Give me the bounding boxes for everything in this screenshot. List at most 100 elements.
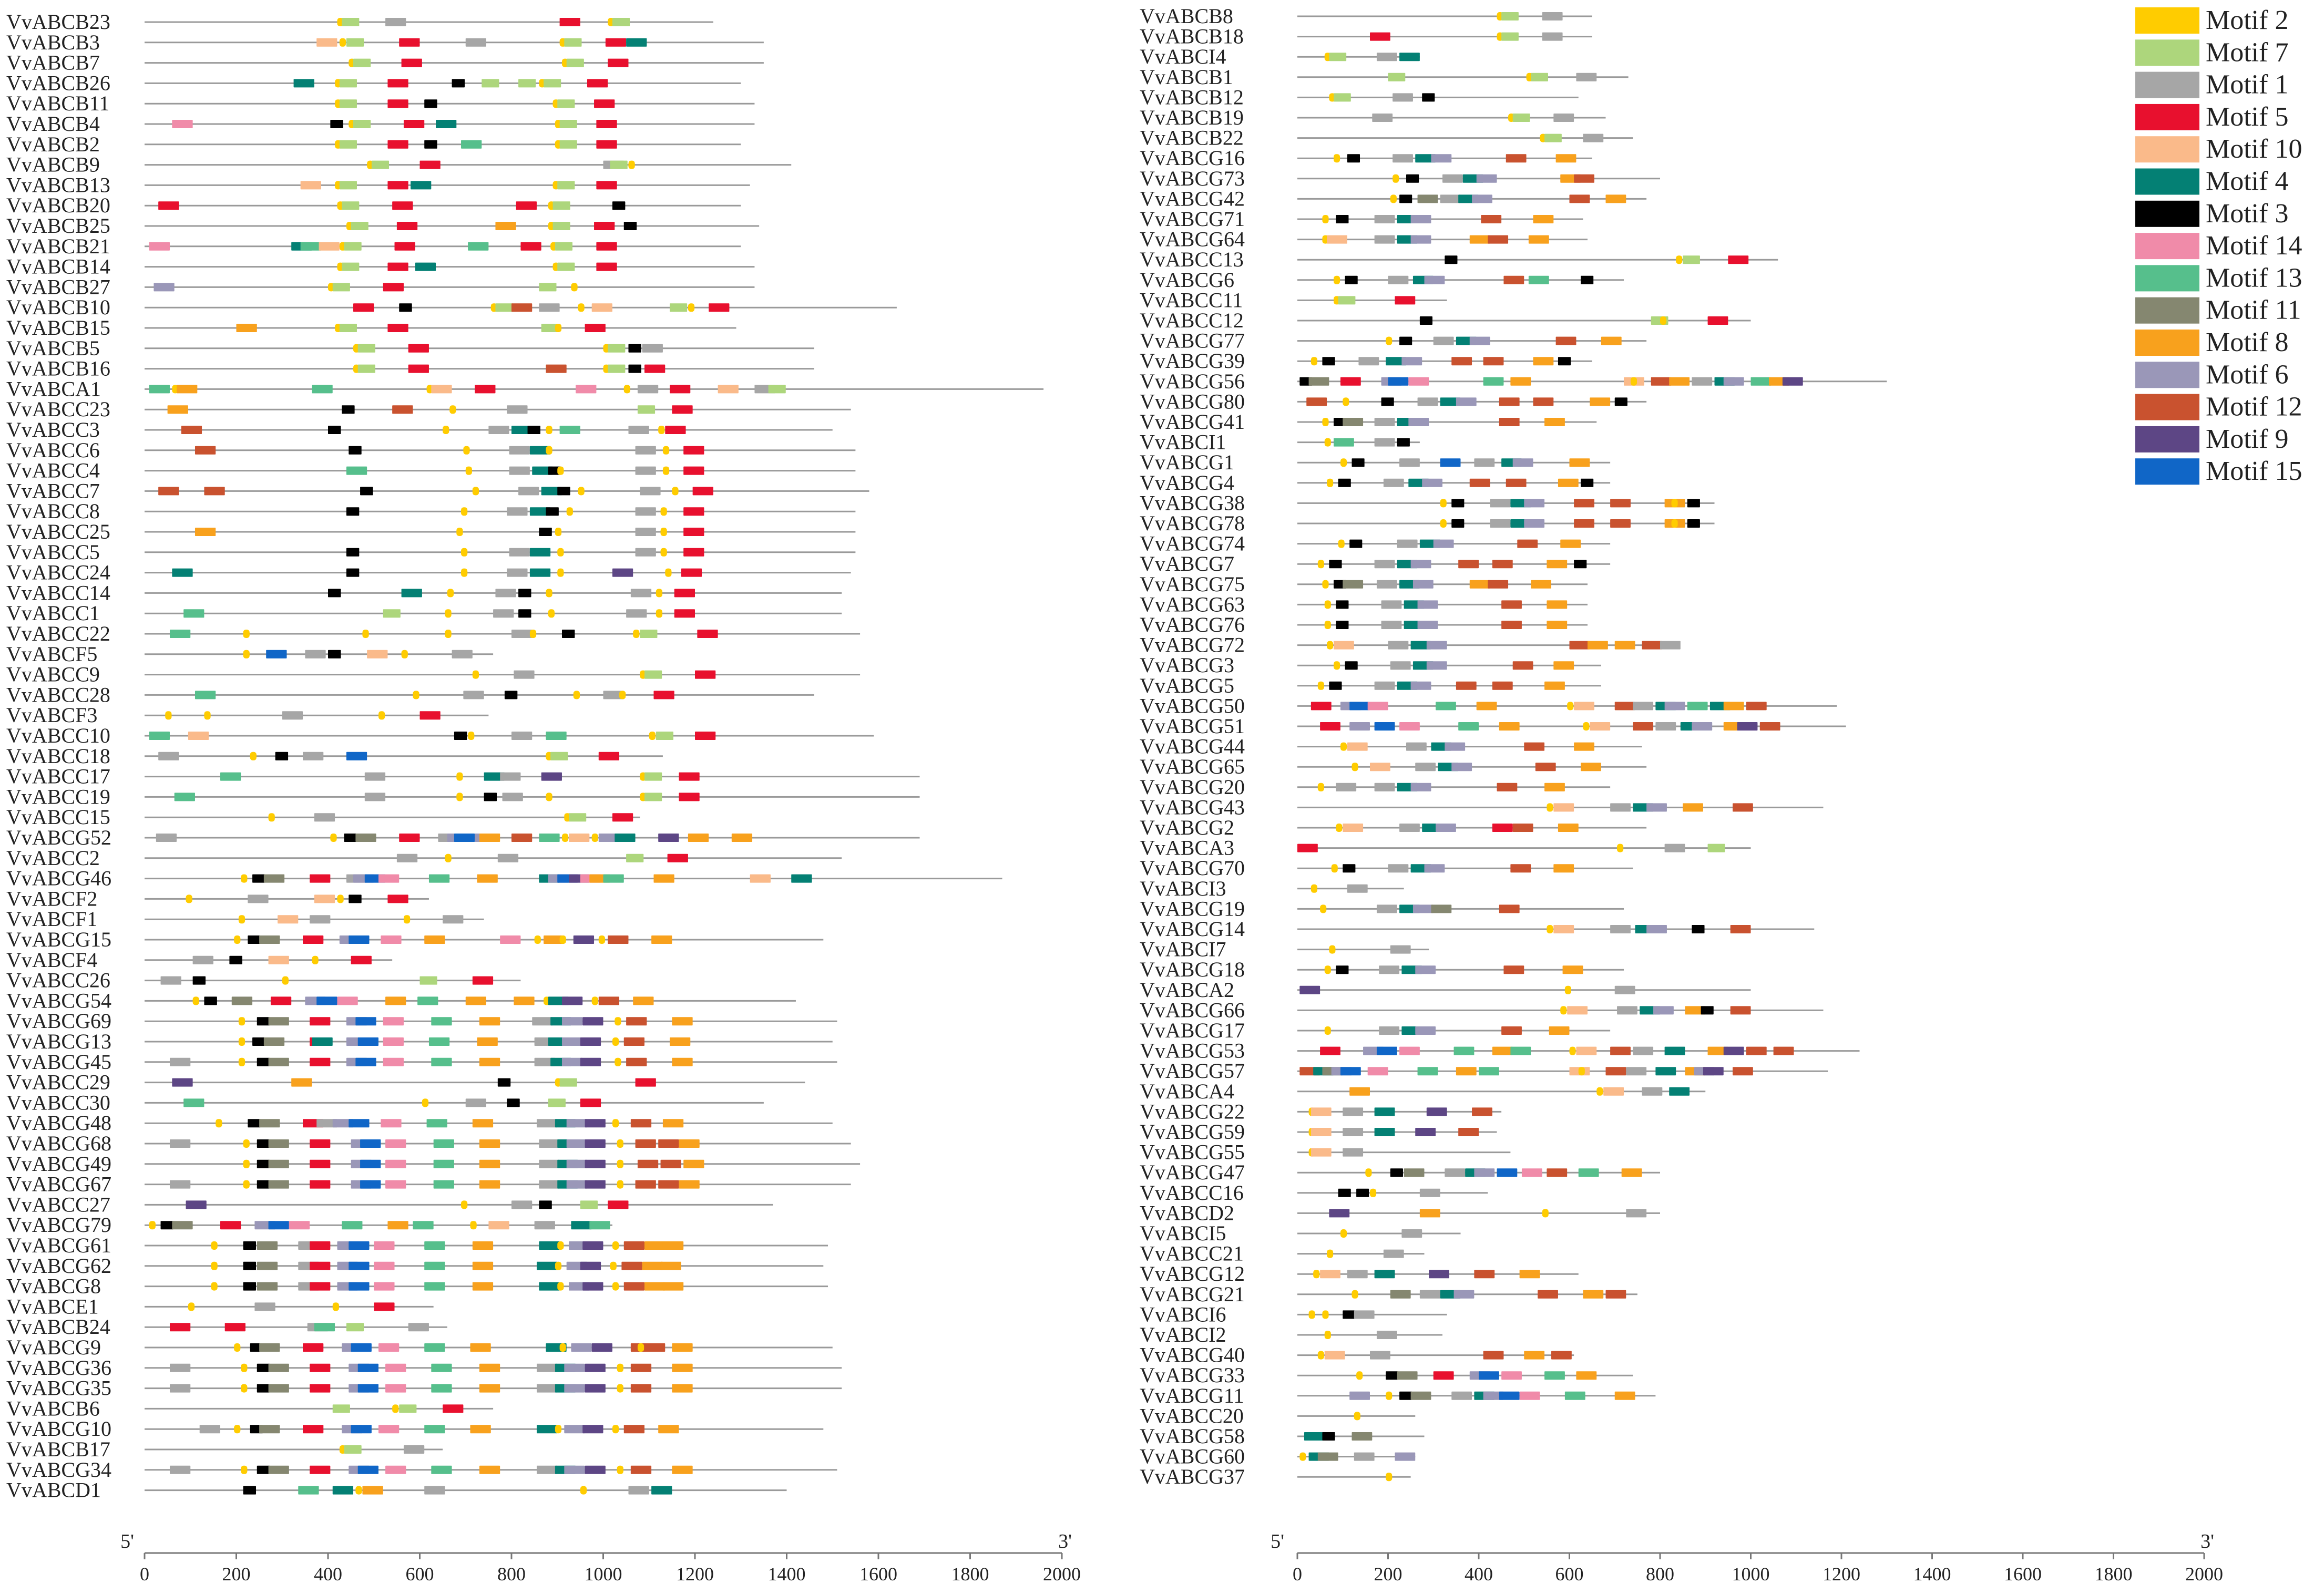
motif-9-box xyxy=(561,996,583,1005)
gene-label: VvABCC12 xyxy=(1140,308,1244,332)
motif-1-box xyxy=(1542,12,1563,20)
motif-4-box xyxy=(332,1486,353,1495)
gene-label: VvABCG51 xyxy=(1140,714,1245,738)
gene-row: VvABCI7 xyxy=(1140,938,1429,961)
gene-label: VvABCC8 xyxy=(6,499,100,523)
motif-15-box xyxy=(357,1037,378,1046)
motif-6-box xyxy=(1349,1391,1370,1400)
motif-12-box xyxy=(1501,621,1522,629)
gene-row: VvABCI3 xyxy=(1140,877,1404,900)
x-tick-label: 600 xyxy=(1555,1564,1584,1585)
motif-8-box xyxy=(291,1078,312,1087)
legend-swatch xyxy=(2135,136,2199,163)
motif-13-box xyxy=(1479,1067,1499,1076)
gene-label: VvABCB7 xyxy=(6,51,100,75)
gene-label: VvABCB17 xyxy=(6,1437,110,1461)
motif-8-box xyxy=(472,1119,494,1128)
gene-row: VvABCG34 xyxy=(6,1458,837,1482)
motif-11-box xyxy=(268,1363,289,1372)
motif-2-box xyxy=(1440,499,1447,508)
motif-2-box xyxy=(241,1384,248,1393)
motif-12-box xyxy=(626,1017,647,1026)
motif-6-box xyxy=(1349,722,1370,731)
motif-2-box xyxy=(1336,824,1343,832)
motif-2-box xyxy=(241,1465,248,1474)
motif-13-box xyxy=(220,772,241,781)
gene-row: VvABCG65 xyxy=(1140,755,1647,778)
motif-15-box xyxy=(357,1465,378,1474)
legend-label: Motif 9 xyxy=(2206,424,2288,454)
motif-10-box xyxy=(1334,641,1354,650)
motif-7-box xyxy=(1501,12,1519,20)
motif-2-box xyxy=(234,935,241,944)
motif-2-box xyxy=(1671,519,1678,528)
motif-8-box xyxy=(1569,458,1590,467)
gene-row: VvABCI6 xyxy=(1140,1302,1447,1326)
motif-11-box xyxy=(268,1017,289,1026)
motif-1-box xyxy=(1376,1331,1397,1339)
motif-6-box xyxy=(1451,763,1472,772)
motif-13-box xyxy=(433,1139,454,1148)
motif-6-box xyxy=(1445,742,1466,751)
x-tick-label: 0 xyxy=(1293,1564,1302,1585)
motif-8-box xyxy=(644,1282,666,1291)
motif-8-box xyxy=(362,1486,383,1495)
gene-label: VvABCC10 xyxy=(6,724,110,747)
motif-5-box xyxy=(396,222,418,230)
motif-3-box xyxy=(1336,621,1349,629)
motif-7-box xyxy=(544,79,561,88)
motif-12-box xyxy=(1306,397,1327,406)
motif-5-box xyxy=(310,1057,331,1066)
motif-1-box xyxy=(539,303,560,312)
motif-14-box xyxy=(1367,702,1388,711)
gene-row: VvABCB14 xyxy=(6,255,755,279)
motif-12-box xyxy=(1614,702,1635,711)
motif-8-box xyxy=(387,1221,408,1230)
motif-7-box xyxy=(357,364,375,373)
motif-2-box xyxy=(445,609,452,618)
motif-14-box xyxy=(500,935,521,944)
motif-2-box xyxy=(461,1200,468,1209)
motif-10-box xyxy=(278,915,299,924)
gene-row: VvABCG79 xyxy=(6,1213,612,1237)
motif-2-box xyxy=(546,446,552,455)
gene-label: VvABCG68 xyxy=(6,1132,111,1155)
motif-1-box xyxy=(403,1445,425,1454)
motif-4-box xyxy=(1655,1067,1676,1076)
gene-label: VvABCB20 xyxy=(6,193,110,217)
motif-2-box xyxy=(1299,1452,1306,1461)
motif-5-box xyxy=(587,79,608,88)
motif-2-box xyxy=(1311,357,1317,366)
motif-7-box xyxy=(1388,73,1406,81)
motif-11-box xyxy=(1343,418,1364,426)
motif-1-box xyxy=(169,1465,191,1474)
gene-label: VvABCI6 xyxy=(1140,1302,1226,1326)
motif-6-box xyxy=(1436,824,1456,832)
motif-11-box xyxy=(1404,1168,1425,1177)
motif-1-box xyxy=(1374,235,1395,244)
motif-8-box xyxy=(1533,357,1554,366)
motif-6-box xyxy=(1424,864,1445,873)
motif-7-box xyxy=(332,1404,350,1413)
motif-12-box xyxy=(1501,600,1522,609)
gene-row: VvABCG7 xyxy=(1140,552,1611,575)
motif-13-box xyxy=(413,1221,434,1230)
motif-4-box xyxy=(529,507,551,516)
motif-2-box xyxy=(282,976,289,985)
gene-row: VvABCG56 xyxy=(1140,369,1887,393)
legend-swatch xyxy=(2135,200,2199,227)
gene-row: VvABCB12 xyxy=(1140,85,1579,109)
motif-12-box xyxy=(1533,397,1554,406)
motif-5-box xyxy=(695,670,716,679)
motif-1-box xyxy=(1633,1046,1654,1055)
gene-row: VvABCC18 xyxy=(6,744,663,768)
gene-row: VvABCI1 xyxy=(1140,430,1420,454)
gene-row: VvABCG75 xyxy=(1140,572,1588,596)
motif-14-box xyxy=(381,935,402,944)
motif-6-box xyxy=(1472,194,1492,203)
motif-10-box xyxy=(1574,702,1594,711)
motif-10-box xyxy=(314,894,335,903)
gene-label: VvABCG14 xyxy=(1140,917,1245,941)
motif-3-box xyxy=(1329,560,1342,569)
motif-14-box xyxy=(374,1261,395,1270)
